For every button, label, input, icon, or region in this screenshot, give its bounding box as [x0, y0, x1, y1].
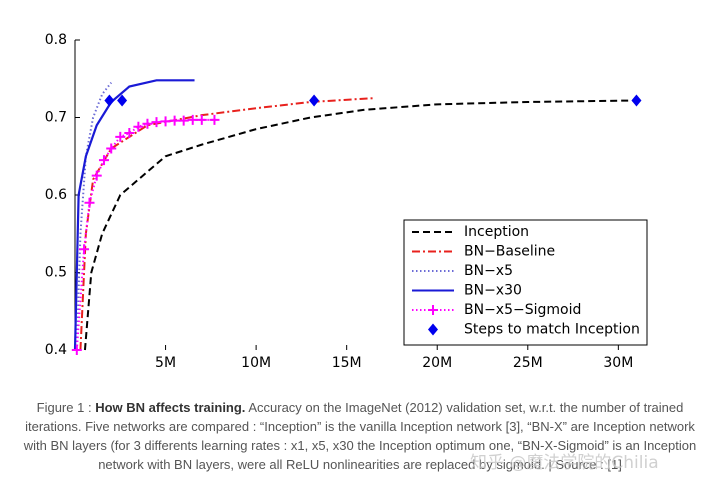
series-line: [73, 79, 195, 351]
diamond-marker: [117, 94, 128, 107]
diamond-marker: [428, 323, 438, 336]
caption: Figure 1 : How BN affects training. Accu…: [22, 398, 698, 474]
plus-marker: [196, 114, 207, 125]
series-line: [75, 82, 113, 351]
series-line: [83, 99, 637, 351]
x-tick-label: 10M: [241, 355, 271, 371]
plus-marker: [169, 115, 180, 126]
plus-marker: [428, 305, 438, 315]
legend-label: BN−Baseline: [464, 244, 555, 260]
x-tick-label: 20M: [422, 355, 452, 371]
plus-marker: [133, 121, 144, 132]
x-tick-label: 25M: [513, 355, 543, 371]
plus-marker: [91, 170, 102, 181]
diamond-marker: [631, 94, 642, 107]
plus-marker: [151, 117, 162, 128]
y-tick-label: 0.5: [45, 265, 67, 281]
legend-label: Inception: [464, 224, 529, 240]
plus-marker: [178, 115, 189, 126]
plus-marker: [160, 116, 171, 127]
legend-label: BN−x30: [464, 283, 522, 299]
legend-label: BN−x5−Sigmoid: [464, 302, 581, 318]
plus-marker: [106, 143, 117, 154]
caption-text: Accuracy on the ImageNet (2012) validati…: [23, 400, 697, 472]
x-tick-label: 15M: [332, 355, 362, 371]
plus-marker: [187, 114, 198, 125]
series-line: [79, 97, 374, 351]
plus-marker: [71, 345, 82, 355]
legend-label: Steps to match Inception: [464, 322, 640, 338]
y-tick-label: 0.7: [45, 110, 67, 126]
watermark: 知乎 @魔法学院的Chilia: [470, 453, 659, 473]
legend-label: BN−x5: [464, 263, 513, 279]
caption-bold: How BN affects training.: [95, 400, 246, 415]
chart: 0.4 0.5 0.6 0.7 0.8 5M 10M 15M 20M 25M 30M Inceptio…: [45, 32, 648, 371]
legend-box: [403, 219, 648, 346]
plus-marker: [142, 118, 153, 129]
plus-marker: [79, 244, 90, 255]
caption-label: Figure 1 :: [36, 400, 92, 415]
plus-marker: [124, 128, 135, 138]
y-tick-label: 0.6: [45, 187, 67, 203]
plus-marker: [98, 155, 109, 166]
diamond-marker: [309, 94, 320, 107]
y-tick-label: 0.8: [45, 32, 67, 48]
x-tick-label: 5M: [155, 355, 176, 371]
plus-marker: [84, 197, 95, 208]
plus-marker: [115, 131, 126, 142]
series-line: [75, 118, 215, 351]
y-tick-label: 0.4: [45, 342, 67, 358]
x-tick-label: 30M: [603, 355, 633, 371]
diamond-marker: [104, 94, 115, 107]
plus-marker: [209, 114, 220, 125]
